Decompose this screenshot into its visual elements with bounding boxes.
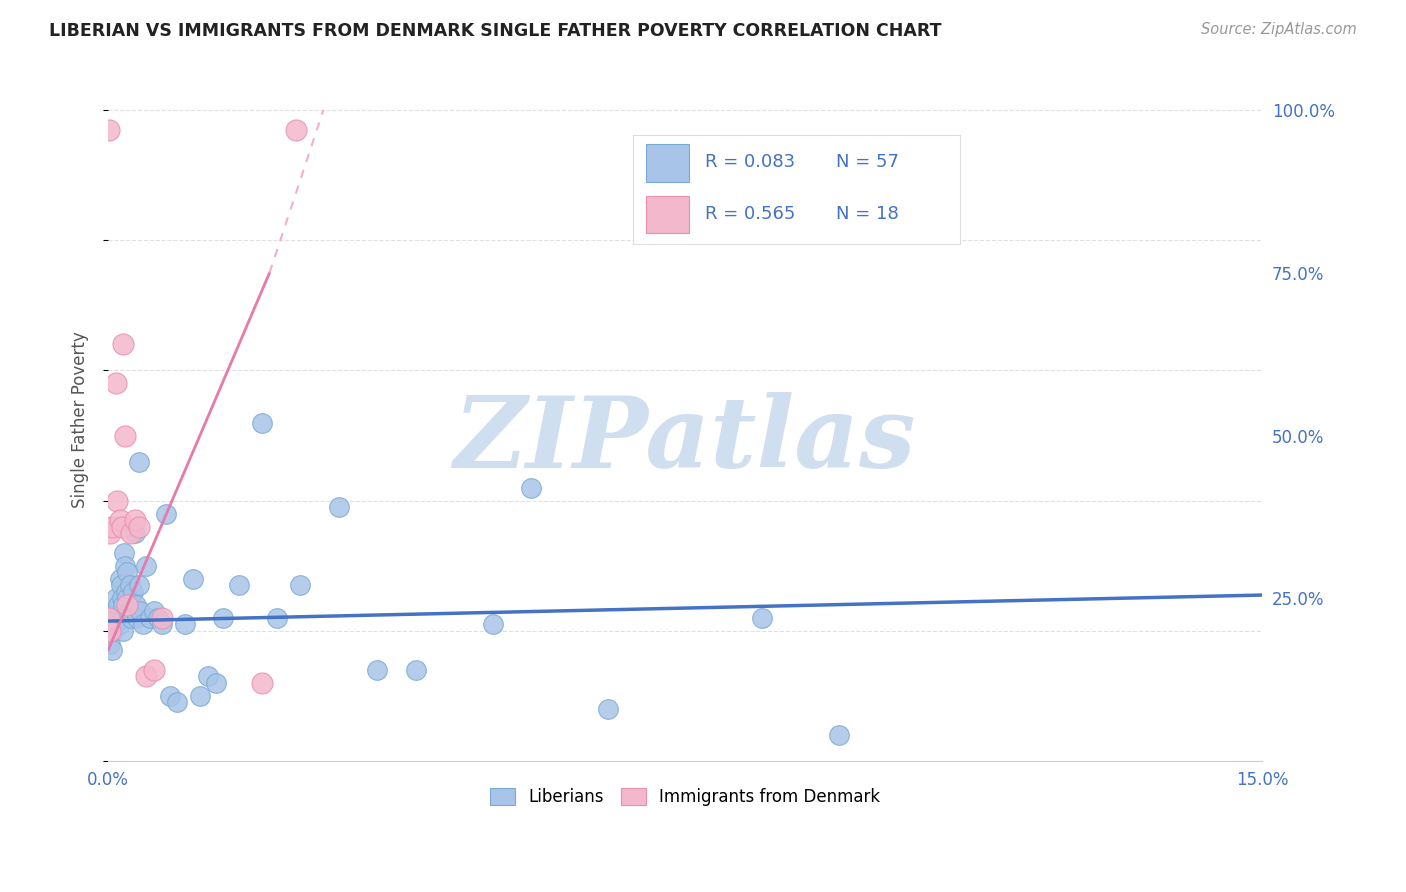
Point: [101, 643, 124, 657]
Point: [98, 637, 121, 651]
Point: [481, 617, 503, 632]
FancyBboxPatch shape: [647, 196, 689, 234]
Text: ZIPatlas: ZIPatlas: [454, 392, 917, 488]
Point: [143, 604, 166, 618]
Point: [751, 611, 773, 625]
Point: [135, 558, 157, 573]
Point: [197, 669, 219, 683]
Point: [366, 663, 388, 677]
Point: [98, 526, 121, 541]
Point: [181, 572, 204, 586]
Point: [150, 611, 173, 625]
Y-axis label: Single Father Poverty: Single Father Poverty: [72, 331, 89, 508]
Point: [139, 611, 162, 625]
Point: [124, 513, 146, 527]
Point: [114, 584, 136, 599]
Point: [112, 337, 135, 351]
Point: [212, 611, 235, 625]
Point: [115, 598, 138, 612]
Point: [120, 604, 142, 618]
Point: [112, 546, 135, 560]
Point: [97, 611, 120, 625]
Point: [108, 513, 131, 527]
Point: [115, 591, 138, 606]
Text: LIBERIAN VS IMMIGRANTS FROM DENMARK SINGLE FATHER POVERTY CORRELATION CHART: LIBERIAN VS IMMIGRANTS FROM DENMARK SING…: [49, 22, 942, 40]
Point: [596, 702, 619, 716]
FancyBboxPatch shape: [647, 145, 689, 182]
Point: [108, 617, 131, 632]
Point: [204, 676, 226, 690]
Text: Source: ZipAtlas.com: Source: ZipAtlas.com: [1201, 22, 1357, 37]
Point: [228, 578, 250, 592]
Point: [114, 558, 136, 573]
Point: [150, 617, 173, 632]
Point: [127, 611, 149, 625]
Point: [118, 578, 141, 592]
Point: [290, 578, 312, 592]
Point: [115, 566, 138, 580]
Legend: Liberians, Immigrants from Denmark: Liberians, Immigrants from Denmark: [482, 780, 889, 814]
Point: [405, 663, 427, 677]
Point: [98, 624, 121, 638]
Point: [105, 611, 128, 625]
Point: [285, 122, 308, 136]
Point: [128, 519, 150, 533]
Point: [110, 572, 132, 586]
Point: [98, 624, 121, 638]
Point: [146, 611, 169, 625]
Point: [104, 376, 127, 391]
Text: N = 57: N = 57: [837, 153, 898, 171]
Text: N = 18: N = 18: [837, 204, 898, 223]
Point: [166, 696, 188, 710]
Point: [250, 676, 273, 690]
Point: [129, 604, 152, 618]
Point: [155, 507, 177, 521]
Point: [112, 624, 135, 638]
Point: [128, 578, 150, 592]
Point: [159, 689, 181, 703]
Point: [97, 122, 120, 136]
Point: [101, 519, 124, 533]
Point: [120, 611, 142, 625]
Point: [111, 598, 134, 612]
Point: [266, 611, 288, 625]
Point: [250, 416, 273, 430]
Point: [124, 526, 146, 541]
Point: [103, 624, 125, 638]
Point: [112, 611, 135, 625]
Point: [188, 689, 211, 703]
Point: [520, 481, 543, 495]
Point: [143, 663, 166, 677]
Point: [131, 617, 153, 632]
Point: [174, 617, 197, 632]
Point: [110, 578, 132, 592]
Point: [107, 598, 129, 612]
Point: [120, 526, 142, 541]
Point: [114, 428, 136, 442]
Point: [111, 519, 134, 533]
Point: [828, 728, 851, 742]
Point: [121, 584, 143, 599]
Point: [135, 669, 157, 683]
Point: [125, 598, 148, 612]
Text: R = 0.083: R = 0.083: [706, 153, 796, 171]
Point: [104, 604, 127, 618]
Point: [104, 591, 127, 606]
Point: [105, 493, 128, 508]
Point: [328, 500, 350, 515]
Point: [111, 591, 134, 606]
Text: R = 0.565: R = 0.565: [706, 204, 796, 223]
Point: [128, 454, 150, 468]
